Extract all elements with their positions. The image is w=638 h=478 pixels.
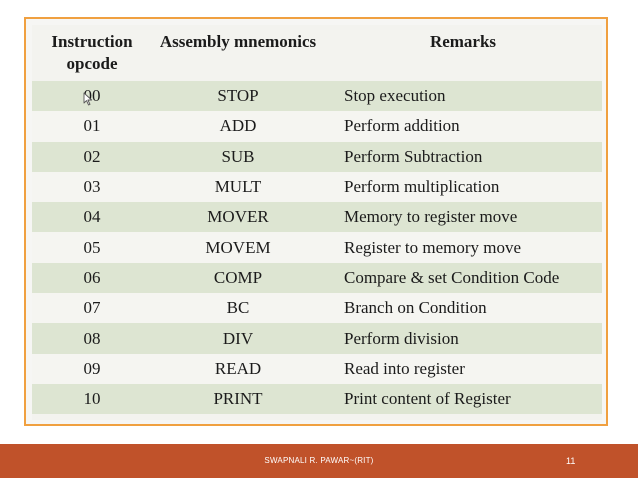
mnemonic-cell: DIV [152, 323, 324, 354]
header-opcode-line2: opcode [66, 54, 118, 73]
remarks-cell: Perform addition [324, 111, 602, 142]
table-row: 01 ADD Perform addition [32, 111, 602, 142]
table-row: 03 MULT Perform multiplication [32, 171, 602, 203]
footer-bar: SWAPNALI R. PAWAR~(RIT) 11 [0, 444, 638, 478]
remarks-cell: Perform multiplication [324, 171, 602, 203]
table-row: 08 DIV Perform division [32, 323, 602, 354]
remarks-cell: Perform Subtraction [324, 141, 602, 172]
mnemonic-cell: COMP [152, 262, 324, 294]
mnemonic-cell: PRINT [152, 383, 324, 415]
table-row: 02 SUB Perform Subtraction [32, 141, 602, 172]
table-header-row: Instruction opcode Assembly mnemonics Re… [32, 25, 602, 81]
remarks-cell: Print content of Register [324, 383, 602, 415]
opcode-cell: 05 [32, 232, 152, 263]
remarks-cell: Register to memory move [324, 232, 602, 263]
remarks-cell: Read into register [324, 353, 602, 384]
remarks-cell: Memory to register move [324, 202, 602, 233]
header-assembly-mnemonics: Assembly mnemonics [152, 25, 324, 81]
opcode-cell: 06 [32, 262, 152, 294]
remarks-cell: Stop execution [324, 81, 602, 112]
mnemonic-cell: MOVEM [152, 232, 324, 263]
table-body: 00 STOP Stop execution 01 ADD Perform additio… [32, 81, 602, 415]
opcode-cell: 01 [32, 111, 152, 142]
opcode-cell: 09 [32, 353, 152, 384]
opcode-cell: 03 [32, 171, 152, 203]
mnemonic-cell: SUB [152, 141, 324, 172]
opcode-cell: 07 [32, 293, 152, 324]
table-row: 09 READ Read into register [32, 353, 602, 384]
slide-content-frame: Instruction opcode Assembly mnemonics Re… [24, 17, 608, 426]
remarks-cell: Perform division [324, 323, 602, 354]
mnemonic-cell: MOVER [152, 202, 324, 233]
header-opcode-line1: Instruction [51, 32, 133, 51]
remarks-cell: Compare & set Condition Code [324, 262, 602, 294]
mnemonic-cell: MULT [152, 171, 324, 203]
footer-author: SWAPNALI R. PAWAR~(RIT) [264, 456, 374, 465]
mnemonic-cell: BC [152, 293, 324, 324]
mnemonic-cell: ADD [152, 111, 324, 142]
table-row: 07 BC Branch on Condition [32, 293, 602, 324]
remarks-cell: Branch on Condition [324, 293, 602, 324]
mnemonic-cell: STOP [152, 81, 324, 112]
page-number: 11 [566, 456, 576, 466]
opcode-cell: 08 [32, 323, 152, 354]
header-instruction-opcode: Instruction opcode [32, 25, 152, 81]
mouse-pointer-icon [83, 92, 93, 106]
opcode-table-image: Instruction opcode Assembly mnemonics Re… [32, 25, 602, 420]
table-row: 06 COMP Compare & set Condition Code [32, 262, 602, 294]
opcode-cell: 10 [32, 383, 152, 415]
opcode-cell: 04 [32, 202, 152, 233]
opcode-cell: 00 [32, 81, 152, 112]
opcode-cell: 02 [32, 141, 152, 172]
table-row: 10 PRINT Print content of Register [32, 383, 602, 415]
table-row: 04 MOVER Memory to register move [32, 202, 602, 233]
table-row: 05 MOVEM Register to memory move [32, 232, 602, 263]
header-remarks: Remarks [324, 25, 602, 81]
mnemonic-cell: READ [152, 353, 324, 384]
opcode-table: Instruction opcode Assembly mnemonics Re… [32, 25, 602, 415]
table-row: 00 STOP Stop execution [32, 81, 602, 112]
